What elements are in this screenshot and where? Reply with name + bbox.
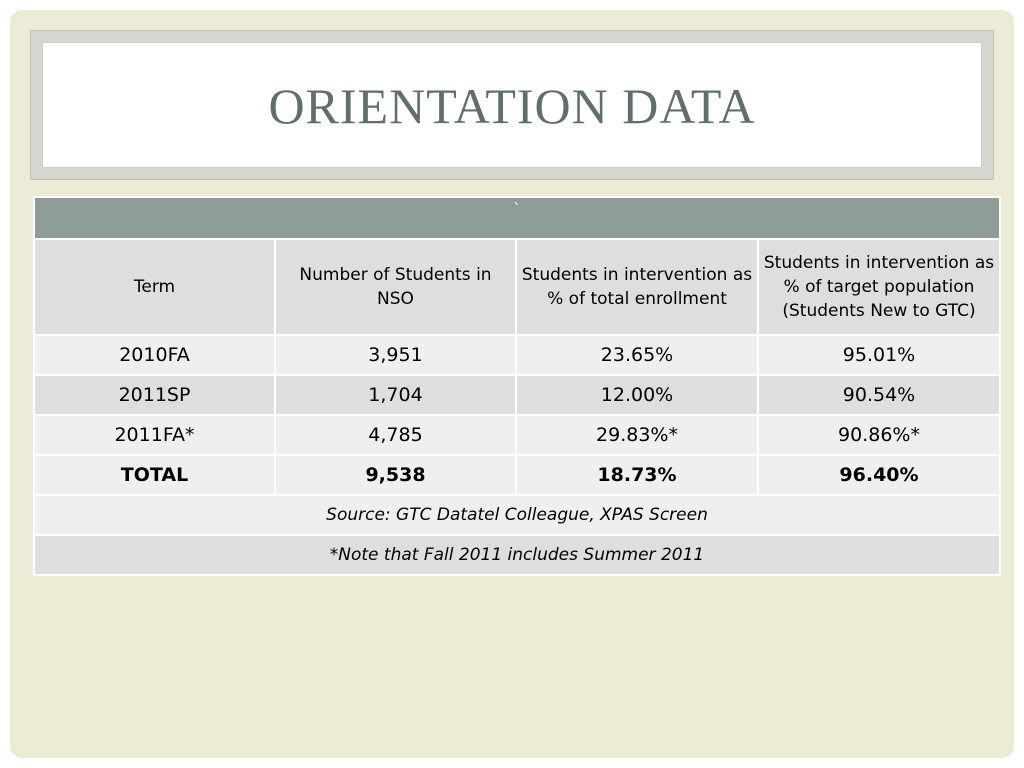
total-pct-target: 96.40%	[757, 454, 1001, 496]
header-term: Term	[33, 238, 276, 336]
source-row: Source: GTC Datatel Colleague, XPAS Scre…	[33, 494, 1001, 536]
title-box: ORIENTATION DATA	[42, 42, 982, 168]
header-pct-target-population: Students in intervention as % of target …	[757, 238, 1001, 336]
footnote-row: *Note that Fall 2011 includes Summer 201…	[33, 534, 1001, 576]
cell-pct-enrollment: 12.00%	[515, 374, 759, 416]
cell-term: 2011FA*	[33, 414, 276, 456]
cell-students: 3,951	[274, 334, 517, 376]
cell-students: 4,785	[274, 414, 517, 456]
banner-cell: `	[33, 196, 1001, 240]
table-row: 2010FA 3,951 23.65% 95.01%	[33, 334, 1001, 376]
cell-pct-target: 95.01%	[757, 334, 1001, 376]
header-pct-total-enrollment: Students in intervention as % of total e…	[515, 238, 759, 336]
cell-pct-enrollment: 23.65%	[515, 334, 759, 376]
cell-pct-target: 90.54%	[757, 374, 1001, 416]
table-row: 2011SP 1,704 12.00% 90.54%	[33, 374, 1001, 416]
table-row: 2011FA* 4,785 29.83%* 90.86%*	[33, 414, 1001, 456]
orientation-data-table: ` Term Number of Students in NSO Student…	[33, 196, 1001, 576]
header-target-population-note: (Students New to GTC)	[782, 301, 976, 321]
table-header-row: Term Number of Students in NSO Students …	[33, 238, 1001, 336]
slide-title: ORIENTATION DATA	[268, 78, 756, 134]
footnote: *Note that Fall 2011 includes Summer 201…	[33, 534, 1001, 576]
total-students: 9,538	[274, 454, 517, 496]
source-note: Source: GTC Datatel Colleague, XPAS Scre…	[33, 494, 1001, 536]
header-pct-target-population-label: Students in intervention as % of target …	[763, 253, 995, 297]
cell-term: 2011SP	[33, 374, 276, 416]
total-label: TOTAL	[33, 454, 276, 496]
table-total-row: TOTAL 9,538 18.73% 96.40%	[33, 454, 1001, 496]
cell-pct-target: 90.86%*	[757, 414, 1001, 456]
total-pct-enrollment: 18.73%	[515, 454, 759, 496]
header-number-of-students: Number of Students in NSO	[274, 238, 517, 336]
cell-pct-enrollment: 29.83%*	[515, 414, 759, 456]
table-banner-row: `	[33, 196, 1001, 240]
cell-term: 2010FA	[33, 334, 276, 376]
cell-students: 1,704	[274, 374, 517, 416]
